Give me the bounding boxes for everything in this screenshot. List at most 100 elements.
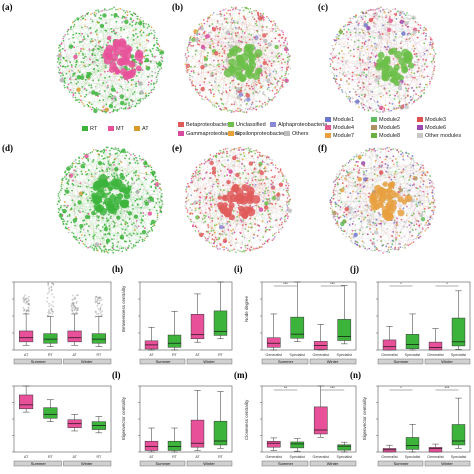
network-node [161, 201, 163, 203]
network-node [358, 54, 361, 57]
network-node [264, 71, 267, 73]
network-node [128, 244, 130, 247]
network-node [113, 238, 115, 240]
network-edge [75, 18, 131, 101]
network-node [406, 12, 408, 14]
network-node [372, 25, 375, 28]
network-node [200, 64, 205, 70]
network-node [125, 16, 128, 19]
network-node [58, 71, 60, 74]
network-node [217, 217, 220, 220]
network-edge [106, 147, 118, 178]
network-node [207, 32, 210, 34]
network-node [76, 173, 79, 176]
network-node [384, 110, 386, 113]
network-node [207, 226, 210, 229]
network-node [127, 184, 130, 187]
network-node [126, 36, 129, 39]
network-node [61, 179, 64, 182]
network-node [237, 21, 239, 23]
network-node [433, 67, 436, 69]
network-node [233, 77, 236, 79]
network-node [208, 81, 211, 84]
network-edge [76, 64, 147, 97]
network-node [211, 238, 214, 241]
network-node [268, 199, 271, 202]
network-node [68, 229, 70, 231]
network-node [145, 95, 148, 98]
network-edge [358, 24, 361, 76]
network-node [239, 104, 242, 107]
network-node [218, 193, 221, 196]
network-edge [63, 151, 102, 224]
network-node [145, 235, 148, 238]
network-node [143, 55, 146, 58]
network-node [126, 247, 129, 249]
network-edge [349, 170, 354, 213]
network-node [103, 227, 109, 232]
network-node [417, 97, 420, 100]
network-node [432, 59, 435, 61]
network-node [134, 161, 137, 164]
network-node [70, 28, 72, 30]
network-node [264, 205, 269, 210]
network-node [190, 194, 193, 197]
network-node [113, 106, 116, 108]
network-node [281, 206, 283, 209]
network-node [412, 89, 415, 92]
network-node [231, 17, 234, 20]
network-node [205, 230, 208, 233]
network-node [201, 98, 203, 100]
network-node [225, 83, 227, 86]
network-node [253, 150, 255, 152]
network-node [202, 221, 205, 224]
network-node [112, 244, 115, 247]
network-e [184, 146, 292, 254]
network-node [288, 57, 290, 59]
network-node [79, 200, 81, 203]
network-node [188, 41, 191, 44]
network-node [160, 49, 162, 51]
network-node [115, 148, 117, 150]
network-node [270, 62, 273, 65]
network-node [94, 91, 99, 97]
network-node [75, 82, 78, 85]
network-node [271, 99, 274, 101]
network-node [256, 156, 259, 159]
network-node [269, 226, 272, 228]
network-node [254, 106, 257, 108]
network-node [81, 73, 84, 76]
network-node [204, 211, 207, 214]
network-node [392, 108, 394, 111]
network-node [353, 55, 355, 58]
network-node [65, 226, 67, 228]
network-node [375, 75, 378, 78]
network-node [337, 37, 340, 40]
network-node [195, 31, 198, 34]
network-node [103, 233, 105, 236]
network-node [258, 161, 263, 167]
network-node [186, 47, 189, 49]
network-node [388, 110, 390, 113]
network-node [286, 217, 289, 220]
network-node [101, 150, 104, 152]
network-node [247, 230, 250, 232]
network-node [148, 25, 151, 28]
network-node [123, 148, 126, 151]
network-node [63, 193, 66, 196]
network-node [83, 36, 85, 38]
network-edge [139, 230, 153, 241]
network-node [431, 63, 434, 65]
network-node [412, 76, 414, 79]
network-edge [83, 54, 115, 102]
network-edge [213, 172, 215, 233]
network-node [413, 63, 416, 66]
network-node [207, 224, 209, 226]
network-node [377, 70, 380, 73]
network-edge [199, 207, 221, 244]
network-node [406, 103, 409, 105]
network-edge [83, 162, 136, 227]
network-node [189, 212, 191, 215]
network-node [197, 92, 200, 95]
network-edge [389, 16, 407, 105]
